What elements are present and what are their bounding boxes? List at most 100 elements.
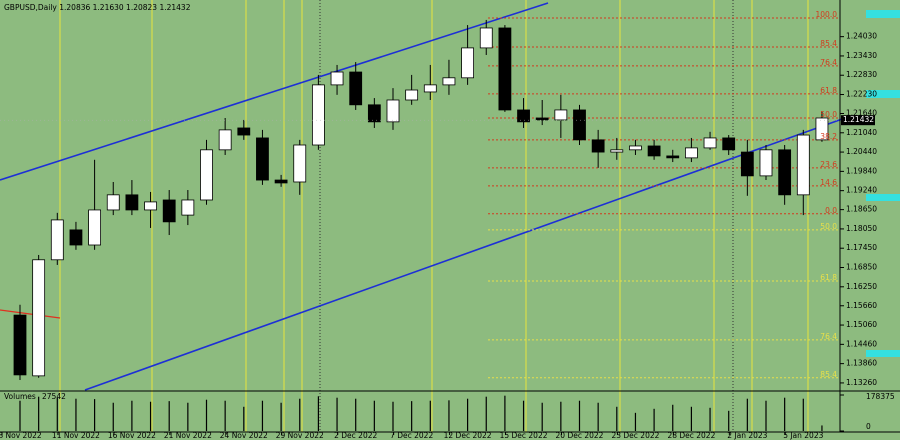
fib-level-label: 85.4	[820, 370, 837, 379]
candle-body	[256, 137, 269, 181]
y-tick-label: 1.15060	[846, 320, 877, 329]
y-tick-label: 1.14460	[846, 339, 877, 348]
candle-body	[703, 137, 717, 149]
y-tick-label: 1.21040	[846, 128, 877, 137]
x-tick-label: 7 Dec 2022	[390, 431, 433, 440]
candle-body	[69, 229, 83, 246]
plot	[0, 17, 840, 381]
candle-body	[815, 117, 829, 141]
channel-lines	[0, 2, 846, 391]
candle-body	[125, 194, 139, 211]
candle-body	[330, 71, 344, 86]
volume-tick-label: 0	[866, 422, 871, 431]
candle-body	[685, 147, 698, 159]
x-tick-label: 23 Dec 2022	[611, 431, 659, 440]
x-tick-label: 11 Nov 2022	[52, 431, 100, 440]
x-tick-label: 24 Nov 2022	[220, 431, 268, 440]
candle-body	[13, 314, 27, 376]
y-tick-label: 1.13860	[846, 359, 877, 368]
candle-body	[237, 127, 251, 136]
candle-body	[796, 134, 810, 196]
candle-body	[218, 129, 232, 151]
fib-level-label: 23.6	[820, 160, 837, 169]
x-tick-label: 2 Dec 2022	[334, 431, 377, 440]
candle-body	[778, 149, 792, 196]
y-tick-label: 1.22230	[846, 90, 877, 99]
candle-body	[274, 179, 288, 184]
candle-body	[88, 209, 101, 246]
candle-body	[461, 47, 475, 79]
fib-level-label: 50.0	[820, 110, 837, 119]
y-tick-label: 1.16250	[846, 282, 877, 291]
candle-body	[200, 149, 213, 201]
x-tick-label: 8 Nov 2022	[0, 431, 42, 440]
fib-level-label: 61.8	[820, 273, 837, 282]
trend-segment	[0, 309, 61, 319]
fib-level-label: 76.4	[820, 58, 837, 67]
fib-level-label: 85.4	[820, 39, 837, 48]
candle-body	[405, 89, 419, 101]
candle-body	[144, 201, 157, 211]
x-tick-label: 21 Nov 2022	[164, 431, 212, 440]
y-tick-label: 1.20440	[846, 147, 877, 156]
fib-level-label: 61.8	[820, 86, 837, 95]
volume-label: Volumes	[4, 392, 36, 401]
x-tick-label: 5 Jan 2023	[783, 431, 823, 440]
candle-body	[647, 145, 661, 157]
y-tick-label: 1.13260	[846, 378, 877, 387]
fib-level-label: 14.6	[820, 178, 837, 187]
candle-body	[181, 199, 195, 216]
volume-current: 27542	[42, 392, 66, 401]
volume-tick-label: 178375	[866, 392, 895, 401]
candle-body	[423, 84, 437, 93]
candle-body	[162, 199, 176, 223]
last-price-box	[841, 115, 875, 126]
y-tick-label: 1.22830	[846, 70, 877, 79]
candle-body	[629, 145, 642, 151]
candle-body	[293, 144, 307, 183]
candle-body	[386, 99, 400, 123]
y-tick-label: 1.23430	[846, 51, 877, 60]
candle-body	[479, 27, 493, 49]
y-tick-label: 1.21640	[846, 108, 877, 117]
x-tick-label: 2 Jan 2023	[727, 431, 767, 440]
x-tick-label: 15 Dec 2022	[500, 431, 548, 440]
x-tick-label: 12 Dec 2022	[444, 431, 492, 440]
candle-body	[554, 109, 568, 121]
candle-body	[666, 155, 680, 159]
candle-body	[50, 219, 64, 261]
level-markers	[866, 10, 900, 357]
x-tick-label: 29 Nov 2022	[276, 431, 324, 440]
candle-body	[535, 117, 549, 121]
candle-body	[498, 27, 512, 111]
fib-level-label: 50.0	[820, 222, 837, 231]
chart-title: GBPUSD,Daily 1.20836 1.21630 1.20823 1.2…	[4, 3, 191, 12]
x-tick-label: 16 Nov 2022	[108, 431, 156, 440]
y-tick-label: 1.19840	[846, 166, 877, 175]
fib-level-label: 0.0	[825, 206, 837, 215]
candle-body	[349, 71, 363, 106]
y-tick-label: 1.18650	[846, 205, 877, 214]
fib-level-label: 100.0	[816, 10, 838, 19]
y-tick-label: 1.17450	[846, 243, 877, 252]
candle-body	[740, 151, 754, 177]
fib-level-label: 76.4	[820, 332, 837, 341]
y-tick-label: 1.15660	[846, 301, 877, 310]
candle-body	[367, 104, 381, 123]
x-tick-label: 28 Dec 2022	[667, 431, 715, 440]
last-price-label: 1.21432	[843, 115, 874, 124]
candle-body	[32, 259, 46, 377]
candle-body	[722, 137, 736, 151]
session-lines	[59, 0, 809, 432]
month-separators	[319, 0, 734, 432]
x-tick-label: 20 Dec 2022	[556, 431, 604, 440]
candle-body	[573, 109, 586, 141]
candle-body	[106, 194, 120, 211]
candle-body	[442, 77, 456, 86]
candle-body	[591, 139, 605, 153]
candle-body	[311, 84, 325, 146]
y-tick-label: 1.16850	[846, 263, 877, 272]
candle-body	[759, 149, 773, 177]
